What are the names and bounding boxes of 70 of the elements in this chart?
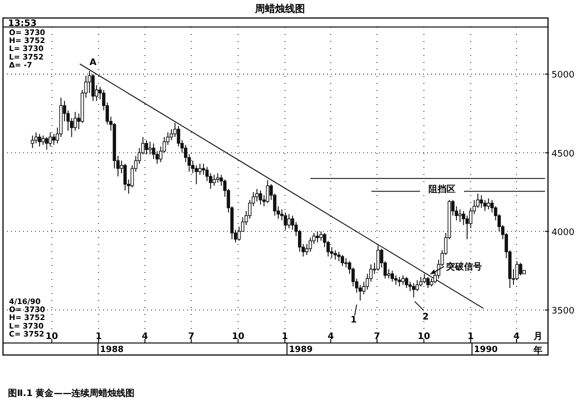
candlestick (284, 212, 288, 230)
x-tick-label: 1 (282, 332, 288, 342)
candlestick (287, 214, 291, 229)
candlestick (426, 276, 430, 288)
text: 图Ⅱ.1 黄金——连续周蜡烛线图 (8, 388, 135, 399)
x-tick-label: 1 (95, 332, 102, 342)
candlestick (334, 250, 337, 260)
candlestick (390, 270, 394, 282)
candlestick (194, 164, 198, 185)
candlestick (483, 199, 487, 212)
chart-title: 周蜡烛线图 (254, 3, 305, 15)
candlestick (515, 260, 519, 281)
candlestick (404, 276, 408, 288)
y-tick-label: 3500 (552, 306, 575, 316)
candlestick (319, 230, 323, 242)
annotation: A (90, 58, 97, 68)
candlestick (394, 274, 398, 286)
x-tick-label: 10 (46, 332, 58, 342)
text: 1988 (100, 345, 124, 355)
annotation: 1 (350, 316, 357, 326)
annotation: 阻挡区 (428, 184, 456, 195)
annotation: 2 (422, 312, 429, 322)
y-tick-label: 4000 (552, 228, 575, 238)
candlestick (212, 174, 216, 186)
annotation: 突破信号 (444, 261, 482, 272)
candlestick (376, 245, 380, 272)
candlestick (340, 254, 344, 266)
candlestick (337, 251, 341, 262)
candlestick (266, 180, 270, 204)
candlestick (144, 140, 148, 155)
text: 年 (532, 345, 542, 356)
candlestick (518, 262, 522, 276)
x-tick-label: 1 (468, 332, 474, 342)
candlestick (480, 194, 484, 208)
y-tick-label: 5000 (552, 70, 575, 81)
candlestick (401, 274, 405, 286)
x-tick-label: 4 (513, 332, 520, 342)
candlestick (344, 258, 348, 268)
candlestick (458, 208, 462, 222)
text: 1989 (289, 345, 313, 355)
candlestick (198, 163, 202, 176)
x-tick-label: 4 (142, 332, 148, 342)
candlestick (88, 70, 92, 94)
x-tick-label: 4 (328, 332, 334, 342)
x-tick-label: 7 (374, 332, 380, 342)
candlestick (45, 136, 48, 150)
candlestick (216, 172, 220, 184)
x-tick-label: 7 (188, 332, 194, 342)
candlestick (316, 230, 320, 243)
x-tick-label: 10 (232, 332, 244, 342)
candlestick (38, 133, 42, 147)
candlestick (419, 276, 422, 287)
text: 1990 (474, 345, 498, 355)
candlestick (152, 142, 156, 160)
candlestick (486, 198, 490, 210)
annotation: 13:53 (8, 19, 37, 29)
candlestick (422, 273, 426, 284)
candlestick (52, 133, 56, 146)
candlestick (258, 190, 262, 206)
candlestick (148, 141, 152, 155)
candlestick (412, 282, 416, 298)
candlestick (48, 132, 52, 147)
x-axis-title: 月 (532, 331, 542, 342)
candlestick (34, 132, 38, 144)
candlestick (91, 74, 95, 102)
candlestick (41, 135, 45, 146)
y-tick-label: 4500 (552, 149, 575, 160)
candlestick (308, 237, 312, 252)
x-tick-label: 10 (418, 332, 430, 342)
candlestick (123, 163, 127, 191)
